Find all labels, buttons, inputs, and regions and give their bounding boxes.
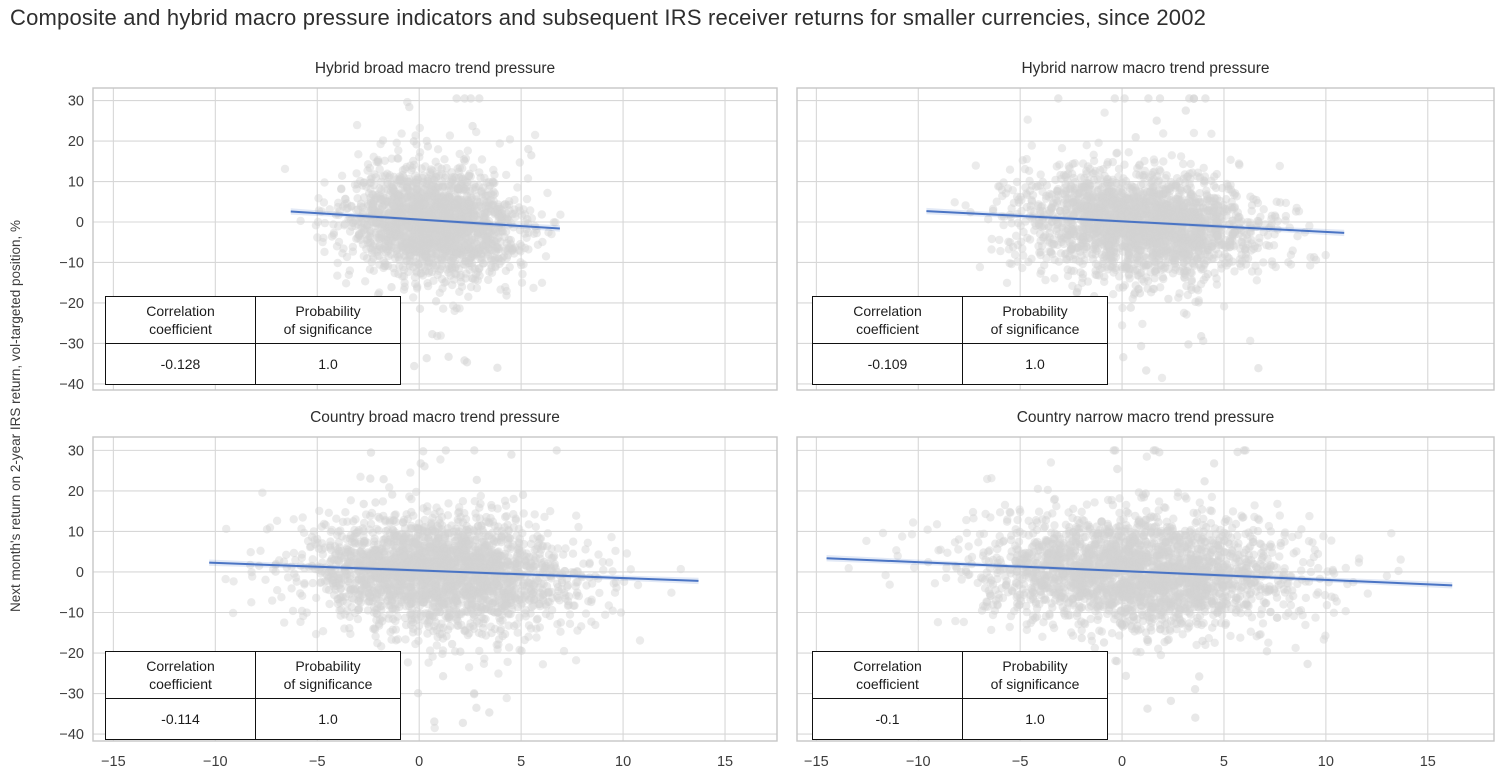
scatter-plot-country-narrow: −15 −10 −5 0 5 10 15: [796, 436, 1495, 770]
stat-value-correlation: -0.128: [105, 343, 256, 385]
subplot-title-country-narrow: Country narrow macro trend pressure: [1016, 409, 1275, 426]
stat-header-correlation: Correlation coefficient: [812, 651, 963, 699]
stat-value-probability: 1.0: [255, 343, 401, 385]
stat-value-probability: 1.0: [255, 698, 401, 740]
svg-text:0: 0: [76, 215, 84, 231]
stat-header-probability: Probability of significance: [962, 296, 1108, 344]
stat-header-probability: Probability of significance: [255, 296, 401, 344]
svg-text:−10: −10: [59, 255, 84, 271]
svg-text:−20: −20: [59, 296, 84, 312]
subplot-title-hybrid-narrow: Hybrid narrow macro trend pressure: [1021, 60, 1270, 77]
svg-text:10: 10: [68, 175, 84, 191]
scatter-plot-hybrid-broad: 30 20 10 0 −10 −20 −30 −40: [59, 87, 778, 393]
stat-header-correlation: Correlation coefficient: [812, 296, 963, 344]
svg-text:−40: −40: [59, 377, 84, 393]
y-axis-label: Next month's return on 2-year IRS return…: [8, 220, 23, 613]
stat-table-hybrid-narrow: Correlation coefficient Probability of s…: [812, 296, 1108, 385]
svg-text:−30: −30: [59, 336, 84, 352]
stat-header-correlation: Correlation coefficient: [105, 296, 256, 344]
subplot-title-hybrid-broad: Hybrid broad macro trend pressure: [314, 60, 556, 77]
stat-table-hybrid-broad: Correlation coefficient Probability of s…: [105, 296, 401, 385]
stat-header-correlation: Correlation coefficient: [105, 651, 256, 699]
stat-header-probability: Probability of significance: [255, 651, 401, 699]
page-title: Composite and hybrid macro pressure indi…: [10, 5, 1207, 30]
stat-value-probability: 1.0: [962, 698, 1108, 740]
svg-text:20: 20: [68, 134, 84, 150]
stat-value-correlation: -0.1: [812, 698, 963, 740]
stat-value-probability: 1.0: [962, 343, 1108, 385]
subplot-title-country-broad: Country broad macro trend pressure: [310, 409, 560, 426]
stat-header-probability: Probability of significance: [962, 651, 1108, 699]
stat-value-correlation: -0.114: [105, 698, 256, 740]
svg-text:30: 30: [68, 94, 84, 110]
stat-table-country-narrow: Correlation coefficient Probability of s…: [812, 651, 1108, 740]
stat-table-country-broad: Correlation coefficient Probability of s…: [105, 651, 401, 740]
stat-value-correlation: -0.109: [812, 343, 963, 385]
